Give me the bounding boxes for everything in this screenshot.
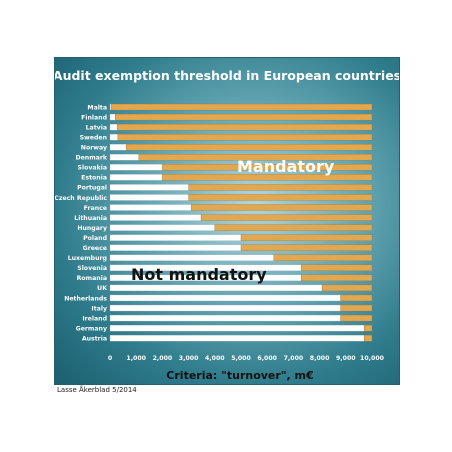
bar-not-mandatory-france bbox=[109, 204, 192, 211]
bar-not-mandatory-sweden bbox=[109, 134, 119, 141]
category-label: Lithuania bbox=[74, 215, 107, 222]
bar-mandatory-czech-republic bbox=[188, 194, 373, 201]
x-tick-label: 6,000 bbox=[257, 355, 277, 362]
x-tick-label: 4,000 bbox=[205, 355, 225, 362]
bar-not-mandatory-hungary bbox=[109, 224, 215, 231]
bar-mandatory-hungary bbox=[214, 224, 373, 231]
x-tick-label: 10,000 bbox=[360, 355, 385, 362]
bar-not-mandatory-finland bbox=[109, 113, 116, 121]
bar-not-mandatory-latvia bbox=[109, 123, 118, 131]
bar-not-mandatory-netherlands bbox=[109, 294, 341, 302]
category-label: Sweden bbox=[80, 134, 107, 141]
bar-mandatory-uk bbox=[322, 284, 373, 292]
chart-svg: Audit exemption threshold in European co… bbox=[55, 68, 399, 382]
bar-not-mandatory-greece bbox=[109, 244, 242, 251]
bar-mandatory-ireland bbox=[340, 314, 373, 322]
category-label: Denmark bbox=[75, 155, 107, 162]
bar-not-mandatory-italy bbox=[109, 304, 341, 312]
category-label: Luxemburg bbox=[68, 255, 107, 262]
category-label: Germany bbox=[76, 325, 107, 332]
x-tick-label: 5,000 bbox=[231, 355, 251, 362]
bar-mandatory-greece bbox=[240, 244, 373, 251]
x-tick-label: 7,000 bbox=[284, 355, 304, 362]
x-tick-label: 0 bbox=[108, 355, 113, 362]
bar-mandatory-slovakia bbox=[162, 164, 373, 171]
bar-mandatory-germany bbox=[363, 324, 373, 332]
category-label: Italy bbox=[91, 305, 107, 312]
bar-mandatory-slovenia bbox=[301, 264, 373, 271]
x-axis-label: Criteria: "turnover", m€ bbox=[166, 369, 313, 382]
bar-not-mandatory-poland bbox=[109, 234, 242, 241]
chart-title: Audit exemption threshold in European co… bbox=[55, 68, 399, 83]
bar-mandatory-portugal bbox=[188, 184, 373, 191]
bar-not-mandatory-portugal bbox=[109, 184, 189, 191]
category-label: Slovenia bbox=[77, 265, 107, 272]
x-tick-label: 3,000 bbox=[179, 355, 199, 362]
category-label: Austria bbox=[82, 335, 107, 342]
category-label: France bbox=[84, 205, 107, 212]
bar-not-mandatory-norway bbox=[109, 144, 127, 151]
category-label: Norway bbox=[81, 145, 107, 152]
bar-not-mandatory-czech-republic bbox=[109, 194, 189, 201]
bar-mandatory-estonia bbox=[162, 174, 373, 181]
bar-mandatory-poland bbox=[240, 234, 373, 241]
bar-mandatory-finland bbox=[115, 113, 373, 121]
bar-mandatory-sweden bbox=[117, 134, 373, 141]
bar-not-mandatory-denmark bbox=[109, 154, 139, 161]
bar-mandatory-denmark bbox=[138, 154, 373, 161]
bar-not-mandatory-estonia bbox=[109, 174, 163, 181]
bar-mandatory-luxemburg bbox=[273, 254, 373, 261]
credit-text: Lasse Åkerblad 5/2014 bbox=[57, 386, 137, 394]
bar-mandatory-norway bbox=[126, 144, 373, 151]
bar-mandatory-lithuania bbox=[200, 214, 373, 221]
chart-panel: Audit exemption threshold in European co… bbox=[54, 57, 400, 385]
x-tick-labels: 0 1,000 2,000 3,000 4,000 5,000 6,000 7,000 8,00… bbox=[108, 355, 385, 362]
x-tick-label: 2,000 bbox=[153, 355, 173, 362]
bar-not-mandatory-germany bbox=[109, 324, 365, 332]
bar-mandatory-netherlands bbox=[340, 294, 373, 302]
bar-mandatory-latvia bbox=[117, 123, 373, 131]
category-labels: Malta Finland Latvia Sweden Norway Denmark Slo… bbox=[55, 104, 108, 342]
bar-not-mandatory-uk bbox=[109, 284, 323, 292]
category-label: Czech Republic bbox=[55, 195, 107, 202]
category-label: Ireland bbox=[82, 315, 107, 322]
mandatory-region-label: Mandatory bbox=[237, 157, 335, 176]
bar-not-mandatory-luxemburg bbox=[109, 254, 274, 261]
category-label: Netherlands bbox=[64, 295, 107, 302]
bar-not-mandatory-slovakia bbox=[109, 164, 163, 171]
bar-not-mandatory-ireland bbox=[109, 314, 341, 322]
x-tick-label: 8,000 bbox=[310, 355, 330, 362]
bar-not-mandatory-malta bbox=[109, 103, 112, 111]
bar-mandatory-france bbox=[191, 204, 373, 211]
category-label: Romania bbox=[77, 275, 107, 282]
category-label: Malta bbox=[87, 104, 107, 111]
category-label: Portugal bbox=[77, 185, 107, 192]
category-label: Hungary bbox=[77, 225, 107, 232]
bar-not-mandatory-lithuania bbox=[109, 214, 202, 221]
category-label: UK bbox=[97, 285, 107, 292]
bar-mandatory-italy bbox=[340, 304, 373, 312]
bar-mandatory-malta bbox=[110, 103, 373, 111]
category-label: Finland bbox=[81, 114, 107, 121]
category-label: Estonia bbox=[81, 175, 107, 182]
category-label: Greece bbox=[83, 245, 107, 252]
bars-group bbox=[109, 103, 373, 342]
category-label: Slovakia bbox=[78, 165, 107, 172]
x-tick-label: 9,000 bbox=[336, 355, 356, 362]
category-label: Poland bbox=[83, 235, 107, 242]
bar-not-mandatory-austria bbox=[109, 335, 365, 342]
category-label: Latvia bbox=[86, 124, 107, 131]
not-mandatory-region-label: Not mandatory bbox=[131, 265, 267, 284]
bar-mandatory-austria bbox=[363, 335, 373, 342]
x-tick-label: 1,000 bbox=[126, 355, 146, 362]
bar-mandatory-romania bbox=[301, 274, 373, 282]
